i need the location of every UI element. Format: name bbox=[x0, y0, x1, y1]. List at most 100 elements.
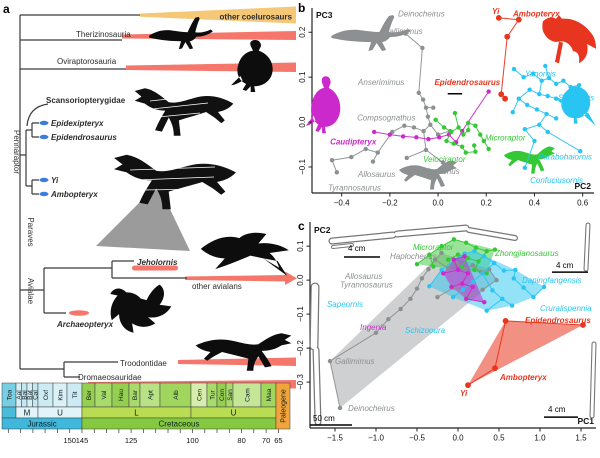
timescale-stage-label: Apt bbox=[147, 390, 154, 400]
data-point bbox=[541, 284, 547, 290]
mst-edge bbox=[482, 262, 495, 274]
mst-edge bbox=[400, 298, 411, 310]
data-point bbox=[502, 95, 508, 102]
timescale-cell bbox=[159, 382, 192, 408]
scale-bar-label: 4 cm bbox=[556, 261, 574, 270]
data-point bbox=[543, 63, 548, 69]
taxon-label: Cruralispennia bbox=[540, 304, 592, 313]
jeholornis-range-band bbox=[132, 265, 178, 271]
data-point bbox=[337, 405, 343, 411]
data-point bbox=[522, 127, 528, 132]
data-point bbox=[435, 294, 440, 300]
taxon-label: Anserimimus bbox=[357, 78, 404, 87]
mst-edge bbox=[547, 131, 581, 152]
archaeopteryx-label: Archaeopteryx bbox=[56, 320, 114, 329]
y-tick-label: −0.3 bbox=[296, 374, 305, 390]
data-point bbox=[387, 132, 393, 137]
data-point bbox=[470, 279, 475, 285]
data-point bbox=[464, 240, 469, 245]
taxon-label: Haplocherius bbox=[413, 167, 460, 176]
data-point bbox=[527, 87, 532, 92]
data-point bbox=[386, 317, 391, 322]
data-point bbox=[484, 271, 489, 276]
mst-edge bbox=[405, 33, 423, 49]
data-point bbox=[450, 294, 456, 300]
x-tick-label: −1.5 bbox=[327, 434, 343, 443]
data-point bbox=[425, 114, 431, 119]
data-point bbox=[472, 143, 477, 148]
bird-silhouette-icon bbox=[553, 86, 596, 126]
mst-edge bbox=[443, 269, 459, 274]
data-point bbox=[439, 250, 444, 256]
taxon-label: Yi bbox=[492, 7, 500, 16]
archaeopteryx-silhouette-icon bbox=[110, 284, 172, 333]
data-point bbox=[516, 96, 521, 101]
yi-skeleton-icon bbox=[114, 154, 236, 210]
data-point bbox=[472, 267, 477, 273]
data-point bbox=[432, 257, 438, 262]
timescale-age-label: 150 bbox=[63, 436, 76, 445]
timescale-age-label: 80 bbox=[237, 436, 245, 445]
data-point bbox=[449, 284, 454, 290]
data-point bbox=[502, 318, 509, 324]
data-point bbox=[455, 267, 461, 273]
data-point bbox=[460, 287, 466, 292]
taxon-label: Sapeornis bbox=[327, 300, 363, 309]
x-tick-label: −0.2 bbox=[382, 199, 398, 208]
data-point bbox=[531, 71, 536, 76]
taxon-label: Velociraptor bbox=[423, 155, 466, 164]
data-point bbox=[414, 135, 419, 140]
y-tick-label: 0.0 bbox=[298, 116, 307, 128]
data-point bbox=[433, 117, 438, 123]
jeholornis-silhouette-icon bbox=[200, 232, 289, 276]
panel-a-letter: a bbox=[3, 2, 10, 16]
mst-edge bbox=[441, 238, 455, 247]
data-point bbox=[486, 146, 491, 152]
timescale-stage-label: Aal bbox=[16, 390, 23, 400]
mst-edge bbox=[441, 259, 455, 271]
y-tick-label: −0.2 bbox=[296, 340, 305, 356]
data-point bbox=[427, 284, 432, 289]
panel-a-phylogeny: a bbox=[1, 2, 297, 445]
timescale-label: Jurassic bbox=[27, 419, 56, 428]
panel-c-bone-drawings bbox=[309, 222, 597, 426]
taxon-label: Schizooura bbox=[405, 326, 446, 335]
other-coelurosaurs-wedge bbox=[140, 6, 296, 24]
panel-c-letter: c bbox=[298, 219, 305, 233]
mst-edge bbox=[465, 286, 474, 300]
data-point bbox=[465, 382, 471, 389]
timescale-age-label: 100 bbox=[186, 436, 199, 445]
ambopteryx-silhouette-icon bbox=[542, 15, 596, 64]
timescale-stage-label: San bbox=[227, 389, 234, 401]
x-tick-label: 1.0 bbox=[534, 434, 546, 443]
data-point bbox=[478, 132, 483, 137]
troodontidae-range-band bbox=[178, 357, 296, 366]
data-point bbox=[327, 358, 333, 364]
taxon-label: Ingenia bbox=[360, 323, 387, 332]
timescale-paleogene-cell bbox=[275, 382, 291, 430]
mst-edge bbox=[524, 124, 540, 130]
data-point bbox=[472, 249, 477, 254]
timescale-cell bbox=[1, 406, 17, 419]
ambopteryx-label: Ambopteryx bbox=[50, 190, 98, 199]
mst-edge bbox=[506, 19, 520, 38]
data-point bbox=[451, 237, 457, 242]
epidendrosaurus-label: Epidendrosaurus bbox=[51, 133, 117, 142]
mst-edge bbox=[329, 332, 377, 362]
scansoriopterygid-markers bbox=[39, 120, 49, 197]
data-point bbox=[470, 262, 475, 268]
mst-edge bbox=[374, 131, 390, 136]
taxon-label: Deinocheirus bbox=[348, 404, 395, 413]
taxon-label: Tyrannosaurus bbox=[340, 280, 393, 289]
data-point bbox=[525, 102, 530, 108]
data-point bbox=[553, 96, 559, 101]
data-point bbox=[544, 111, 549, 117]
dromaeosauridae-label: Dromaeosauridae bbox=[78, 373, 142, 382]
mst-edge bbox=[392, 125, 405, 133]
taxon-label: Microraptor bbox=[485, 133, 526, 142]
timescale-age-label: 65 bbox=[274, 436, 282, 445]
data-point bbox=[449, 129, 454, 135]
data-point bbox=[486, 89, 491, 94]
